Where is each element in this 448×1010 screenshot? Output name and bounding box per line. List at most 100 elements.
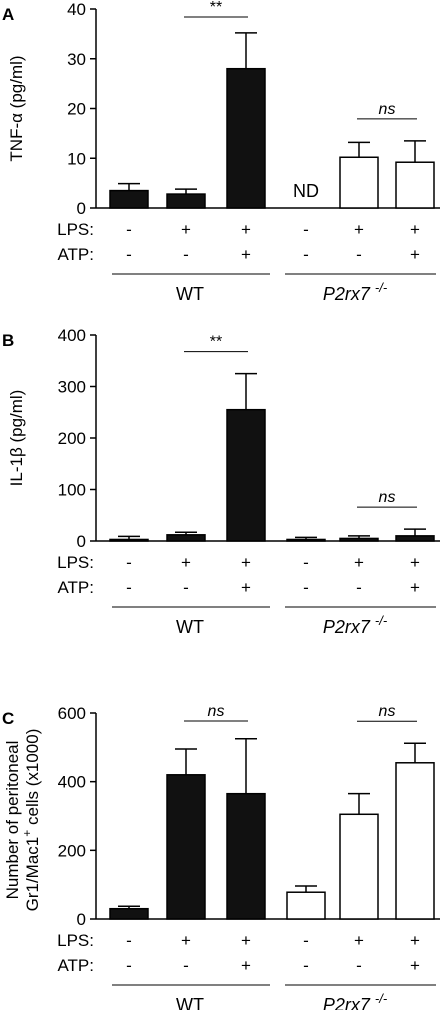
lps-sign: + <box>181 553 191 572</box>
lps-row-label: LPS: <box>57 553 94 572</box>
bar <box>109 907 149 920</box>
y-tick-label: 300 <box>58 378 86 397</box>
group-label-p2rx7: P2rx7 -/- <box>323 280 388 304</box>
significance-label: ns <box>379 101 396 118</box>
not-detected-label: ND <box>293 181 319 201</box>
y-tick-label: 400 <box>58 773 86 792</box>
atp-sign: - <box>126 245 132 264</box>
lps-sign: + <box>354 220 364 239</box>
atp-sign: - <box>126 956 132 975</box>
bar <box>395 535 435 542</box>
bar <box>339 813 379 920</box>
y-tick-label: 20 <box>67 100 86 119</box>
panel-letter: C <box>2 709 14 728</box>
atp-sign: - <box>356 245 362 264</box>
significance-label: ns <box>379 703 396 720</box>
bar <box>166 774 206 920</box>
y-tick-label: 0 <box>77 532 86 551</box>
bar <box>339 537 379 542</box>
y-tick-label: 100 <box>58 481 86 500</box>
bar <box>286 538 326 542</box>
y-tick-label: 30 <box>67 50 86 69</box>
atp-sign: + <box>241 956 251 975</box>
lps-sign: - <box>303 220 309 239</box>
bar <box>226 67 266 209</box>
atp-sign: - <box>303 578 309 597</box>
y-axis-label-part: Gr1/Mac1 <box>23 837 42 912</box>
atp-sign: + <box>410 956 420 975</box>
bar <box>395 161 435 209</box>
atp-sign: + <box>410 245 420 264</box>
bar <box>286 891 326 920</box>
y-tick-label: 600 <box>58 704 86 723</box>
significance-label: ** <box>210 0 222 16</box>
lps-row-label: LPS: <box>57 931 94 950</box>
group-label-sup: -/- <box>375 613 388 628</box>
lps-sign: + <box>354 553 364 572</box>
bar <box>166 534 206 542</box>
y-tick-label: 40 <box>67 0 86 19</box>
significance-label: ** <box>210 334 222 351</box>
group-label-part: P2rx7 <box>323 995 375 1010</box>
bar <box>395 762 435 920</box>
y-axis-label-part: cells (x1000) <box>23 729 42 830</box>
group-label-sup: -/- <box>375 280 388 295</box>
lps-sign: + <box>410 931 420 950</box>
atp-sign: - <box>183 245 189 264</box>
panel-letter: A <box>2 5 14 24</box>
y-axis-label-line1: Number of peritoneal <box>3 741 22 900</box>
group-label-p2rx7: P2rx7 -/- <box>323 613 388 637</box>
group-label-part: P2rx7 <box>323 284 375 304</box>
bar <box>109 538 149 542</box>
panel-b: B 0 100 200 300 400 IL-1β (pg/ml) ** ns LPS: ATP: -… <box>2 326 440 637</box>
panel-letter: B <box>2 331 14 350</box>
lps-sign: + <box>181 220 191 239</box>
y-axis-label-sup: + <box>20 830 34 837</box>
significance-label: ns <box>379 489 396 506</box>
bar <box>339 156 379 209</box>
atp-sign: + <box>241 578 251 597</box>
lps-sign: + <box>241 931 251 950</box>
group-label-wt: WT <box>176 284 204 304</box>
group-label-part: P2rx7 <box>323 617 375 637</box>
lps-sign: + <box>241 553 251 572</box>
significance-label: ns <box>208 703 225 720</box>
y-axis-label-line2: Gr1/Mac1+ cells (x1000) <box>20 729 42 912</box>
group-label-wt: WT <box>176 995 204 1010</box>
atp-sign: + <box>241 245 251 264</box>
lps-sign: - <box>303 553 309 572</box>
y-tick-label: 400 <box>58 326 86 345</box>
y-tick-label: 0 <box>77 910 86 929</box>
lps-sign: + <box>410 553 420 572</box>
lps-sign: - <box>303 931 309 950</box>
lps-sign: - <box>126 220 132 239</box>
lps-sign: - <box>126 931 132 950</box>
atp-sign: - <box>183 578 189 597</box>
atp-sign: - <box>183 956 189 975</box>
group-label-sup: -/- <box>375 991 388 1006</box>
y-tick-label: 0 <box>77 199 86 218</box>
y-tick-label: 200 <box>58 429 86 448</box>
atp-row-label: ATP: <box>57 956 94 975</box>
y-tick-label: 10 <box>67 149 86 168</box>
atp-sign: - <box>356 578 362 597</box>
atp-sign: - <box>303 956 309 975</box>
lps-sign: + <box>410 220 420 239</box>
lps-sign: + <box>354 931 364 950</box>
lps-sign: - <box>126 553 132 572</box>
atp-sign: - <box>126 578 132 597</box>
y-axis-label: TNF-α (pg/ml) <box>7 55 26 161</box>
bar <box>226 408 266 542</box>
atp-row-label: ATP: <box>57 245 94 264</box>
lps-row-label: LPS: <box>57 220 94 239</box>
y-axis-label: IL-1β (pg/ml) <box>7 390 26 487</box>
y-tick-label: 200 <box>58 841 86 860</box>
atp-row-label: ATP: <box>57 578 94 597</box>
group-label-p2rx7: P2rx7 -/- <box>323 991 388 1010</box>
lps-sign: + <box>241 220 251 239</box>
bar <box>166 193 206 209</box>
group-label-wt: WT <box>176 617 204 637</box>
bar <box>109 189 149 209</box>
